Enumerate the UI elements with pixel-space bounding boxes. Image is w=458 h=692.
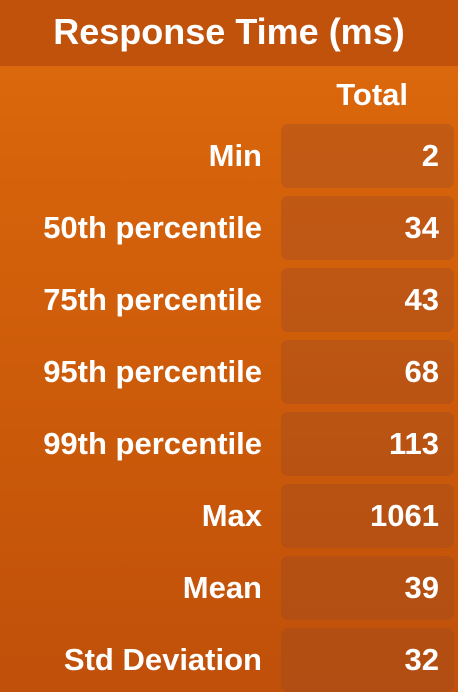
row-value: 113: [388, 426, 439, 461]
row-99th-percentile: 99th percentile 113: [0, 412, 458, 476]
row-value: 68: [404, 354, 439, 389]
row-label: Std Deviation: [63, 642, 262, 677]
row-50th-percentile: 50th percentile 34: [0, 196, 458, 260]
row-std-deviation: Std Deviation 32: [0, 628, 458, 692]
row-label: 99th percentile: [43, 426, 262, 461]
row-min: Min 2: [0, 124, 458, 188]
row-label: Max: [201, 498, 262, 533]
row-mean: Mean 39: [0, 556, 458, 620]
row-max: Max 1061: [0, 484, 458, 548]
panel-title: Response Time (ms): [53, 11, 405, 52]
row-value: 2: [421, 138, 439, 173]
column-header-total: Total: [336, 77, 408, 112]
value-cell: 1061: [281, 484, 454, 548]
value-cell: 113: [281, 412, 454, 476]
value-cell: 2: [281, 124, 454, 188]
title-bar: Response Time (ms): [0, 0, 458, 66]
row-label: Min: [208, 138, 262, 173]
row-value: 1061: [370, 498, 439, 533]
row-label: 95th percentile: [43, 354, 262, 389]
row-95th-percentile: 95th percentile 68: [0, 340, 458, 404]
row-value: 32: [404, 642, 439, 677]
value-cell: 39: [281, 556, 454, 620]
value-cell: 43: [281, 268, 454, 332]
row-value: 34: [404, 210, 439, 245]
row-label: 50th percentile: [43, 210, 262, 245]
row-75th-percentile: 75th percentile 43: [0, 268, 458, 332]
value-cell: 34: [281, 196, 454, 260]
row-label: 75th percentile: [43, 282, 262, 317]
row-value: 43: [404, 282, 439, 317]
value-cell: 32: [281, 628, 454, 692]
row-value: 39: [404, 570, 439, 605]
row-label: Mean: [182, 570, 262, 605]
value-cell: 68: [281, 340, 454, 404]
